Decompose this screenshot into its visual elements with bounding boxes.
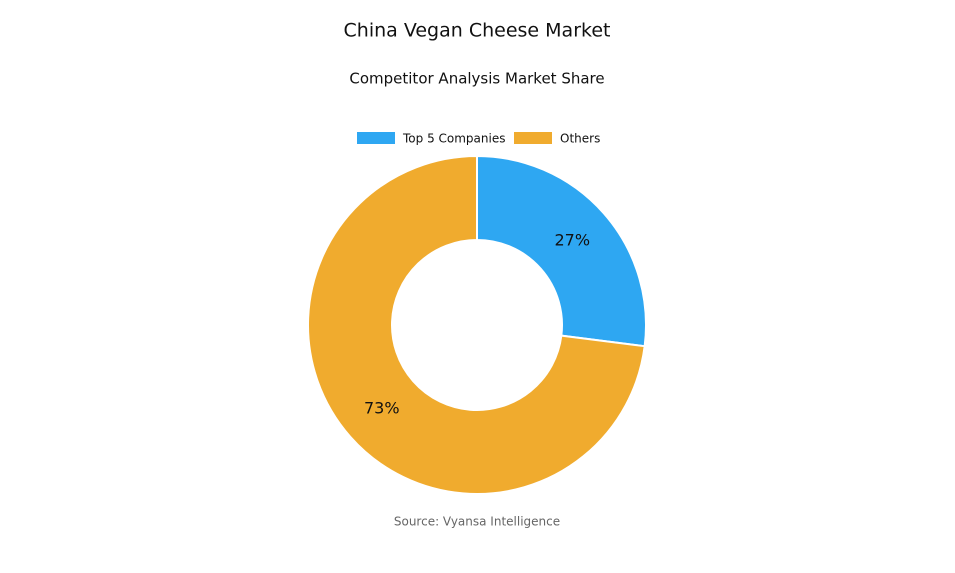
legend-swatch [357, 132, 395, 144]
legend-label: Top 5 Companies [402, 132, 505, 146]
donut-slice [476, 154, 647, 348]
donut-slice [307, 154, 646, 495]
legend-swatch [514, 132, 552, 144]
value-label: 73% [364, 398, 400, 417]
legend-label: Others [560, 132, 600, 146]
chart-subtitle: Competitor Analysis Market Share [349, 70, 604, 88]
source: Source: Vyansa Intelligence [394, 515, 560, 529]
value-label: 27% [554, 231, 590, 250]
chart-title: China Vegan Cheese Market [344, 20, 611, 42]
